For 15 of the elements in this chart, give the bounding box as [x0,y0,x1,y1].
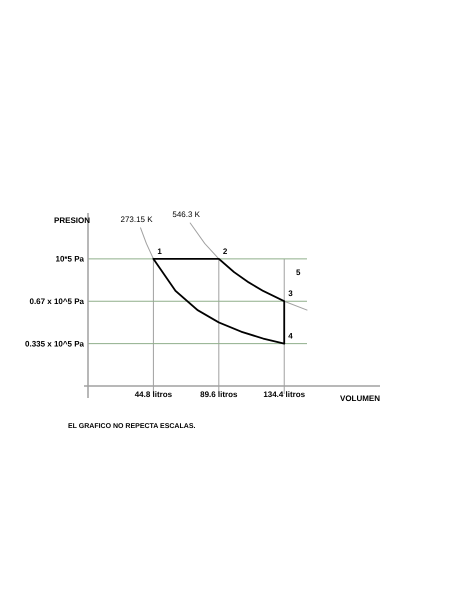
x-axis-title: VOLUMEN [340,394,380,403]
series-label: 273.15 K [120,214,154,224]
series-label: 546.3 K [172,210,201,219]
x-tick-label: 44.8 litros [134,390,173,399]
y-axis-title: PRESION [54,216,90,225]
ref-line-label: 0.335 x 10^5 Pa [25,339,85,348]
annotation: 3 [288,289,294,298]
ref-line-label: 0.67 x 10^5 Pa [30,297,85,306]
annotation: 1 [157,246,162,256]
ref-line-label: 10*5 Pa [56,254,85,264]
x-tick-label: 89.6 litros [200,390,238,399]
annotation: 2 [222,246,228,256]
x-tick-label: 134.4 litros [263,390,306,399]
annotation: 4 [288,332,294,341]
annotation: 5 [296,268,301,277]
